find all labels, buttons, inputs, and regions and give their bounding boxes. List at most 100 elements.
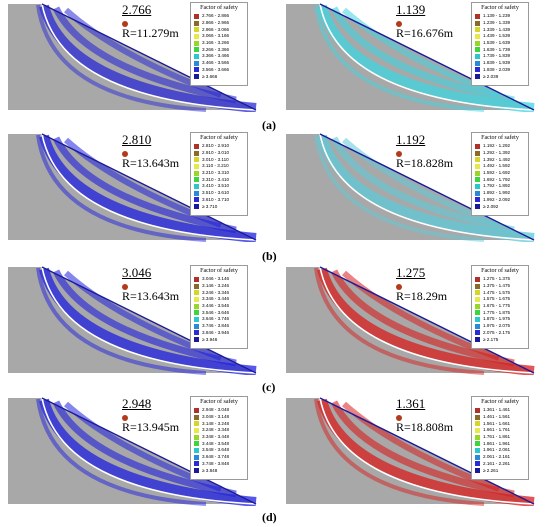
legend-title: Factor of safety	[481, 268, 519, 274]
legend-item: 3.248 - 3.348	[194, 427, 244, 434]
legend-label: 3.366 - 3.466	[202, 53, 230, 59]
fos-legend: Factor of safety 1.192 - 1.292 1.292 - 1.3…	[471, 132, 529, 216]
legend-item: 3.066 - 3.166	[194, 33, 244, 40]
legend-label: 1.239 - 1.339	[483, 20, 511, 26]
legend-label: ≥ 2.039	[483, 73, 499, 79]
legend-swatch	[475, 177, 480, 183]
legend-label: 3.648 - 3.748	[202, 454, 230, 460]
legend-label: ≥ 2.261	[483, 467, 499, 473]
legend-swatch	[475, 47, 480, 53]
legend-swatch	[194, 40, 199, 46]
legend-item: ≥ 3.710	[194, 203, 244, 210]
legend-item: 1.961 - 2.061	[475, 447, 525, 454]
legend-label: 3.566 - 3.666	[202, 66, 230, 72]
legend-swatch	[194, 316, 199, 322]
legend-label: 1.392 - 1.492	[483, 156, 511, 162]
slip-band	[39, 267, 257, 375]
legend-swatch	[475, 303, 480, 309]
legend-label: 1.775 - 1.875	[483, 309, 511, 315]
slip-band	[317, 4, 535, 112]
legend-label: 3.310 - 3.410	[202, 176, 230, 182]
slip-band	[330, 136, 515, 234]
legend-swatch	[194, 170, 199, 176]
legend-label: 3.066 - 3.166	[202, 33, 230, 39]
legend-label: 3.610 - 3.710	[202, 196, 230, 202]
slip-center-dot	[396, 415, 402, 421]
legend-label: 1.475 - 1.575	[483, 289, 511, 295]
legend-label: 3.046 - 3.146	[202, 276, 230, 282]
radius-label: R=13.643m	[122, 289, 180, 303]
legend-item: 1.592 - 1.692	[475, 170, 525, 177]
slip-band	[39, 4, 257, 112]
legend-title: Factor of safety	[200, 135, 238, 141]
legend-title: Factor of safety	[200, 268, 238, 274]
legend-label: 1.875 - 1.975	[483, 316, 511, 322]
legend-label: 1.139 - 1.239	[483, 13, 511, 19]
legend-label: 1.861 - 1.961	[483, 440, 511, 446]
legend-label: 3.510 - 3.610	[202, 190, 230, 196]
legend-swatch	[475, 60, 480, 66]
legend-swatch	[475, 53, 480, 59]
legend-swatch	[194, 53, 199, 59]
legend-item: 3.566 - 3.666	[194, 67, 244, 74]
legend-swatch	[475, 197, 480, 203]
row-tag: (d)	[262, 510, 277, 524]
legend-item: 2.161 - 2.261	[475, 461, 525, 468]
legend-label: 3.746 - 3.846	[202, 323, 230, 329]
slope-panel: 1.192 R=18.828m Factor of safety 1.192 - 1.…	[284, 130, 546, 242]
legend-item: 3.446 - 3.546	[194, 303, 244, 310]
slip-center-dot	[122, 284, 128, 290]
legend-label: 3.110 - 3.210	[202, 163, 229, 169]
legend-swatch	[194, 177, 199, 183]
legend-swatch	[194, 414, 199, 420]
legend-item: 1.339 - 1.439	[475, 26, 525, 33]
legend-item: 1.275 - 1.375	[475, 276, 525, 283]
legend-item: 1.739 - 1.839	[475, 53, 525, 60]
legend-swatch	[194, 427, 199, 433]
legend-swatch	[194, 183, 199, 189]
slip-band	[330, 400, 515, 498]
legend-label: 3.846 - 3.946	[202, 329, 230, 335]
legend-item: 3.246 - 3.346	[194, 289, 244, 296]
slip-band	[314, 4, 485, 112]
legend-item: 3.166 - 3.266	[194, 40, 244, 47]
legend-item: 1.561 - 1.661	[475, 420, 525, 427]
legend-swatch	[475, 67, 480, 73]
legend-swatch	[194, 421, 199, 427]
legend-swatch	[194, 283, 199, 289]
legend-swatch	[475, 150, 480, 156]
slip-band	[314, 267, 485, 375]
legend-item: 1.861 - 1.961	[475, 440, 525, 447]
legend-item: 1.192 - 1.292	[475, 143, 525, 150]
legend-label: 3.646 - 3.746	[202, 316, 230, 322]
radius-label: R=13.945m	[122, 420, 180, 434]
legend-swatch	[475, 454, 480, 460]
slip-center-dot	[396, 21, 402, 27]
slope-face	[41, 397, 257, 505]
legend-item: 2.910 - 3.010	[194, 150, 244, 157]
legend-label: 3.048 - 3.148	[202, 414, 230, 420]
legend-item: 3.210 - 3.310	[194, 170, 244, 177]
slip-center-dot	[122, 415, 128, 421]
legend-label: 3.346 - 3.446	[202, 296, 230, 302]
legend-swatch	[475, 20, 480, 26]
legend-item: 3.266 - 3.366	[194, 46, 244, 53]
legend-swatch	[475, 183, 480, 189]
legend-swatch	[194, 197, 199, 203]
fos-legend: Factor of safety 1.361 - 1.461 1.461 - 1.5…	[471, 396, 529, 480]
legend-title: Factor of safety	[481, 399, 519, 405]
legend-label: 1.675 - 1.775	[483, 303, 511, 309]
legend-label: 1.539 - 1.639	[483, 40, 511, 46]
critical-slip-surface	[319, 133, 535, 241]
legend-swatch	[194, 13, 199, 19]
slip-band	[39, 134, 257, 242]
legend-item: 3.448 - 3.548	[194, 440, 244, 447]
critical-slip-surface	[41, 133, 257, 241]
legend-label: 1.961 - 2.061	[483, 447, 511, 453]
legend-swatch	[475, 441, 480, 447]
legend-item: 1.892 - 1.992	[475, 190, 525, 197]
legend-swatch	[194, 74, 199, 80]
legend-label: 3.166 - 3.266	[202, 40, 230, 46]
critical-slip-surface	[41, 3, 257, 111]
legend-swatch	[194, 296, 199, 302]
